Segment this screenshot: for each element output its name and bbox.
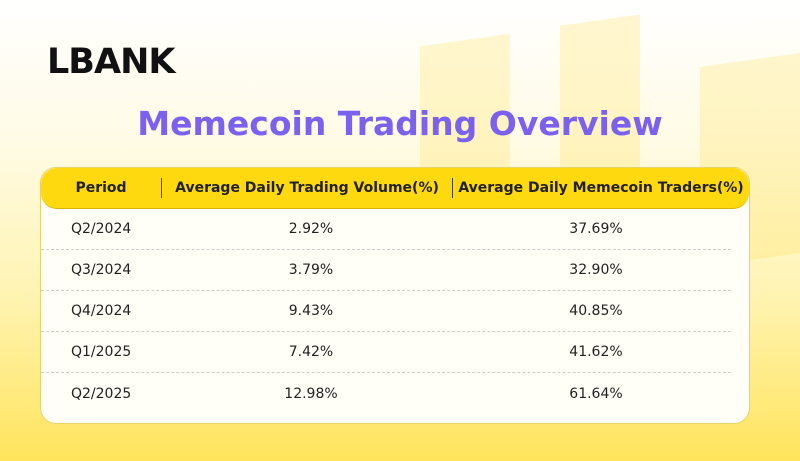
table-row: Q4/2024 9.43% 40.85% — [41, 291, 731, 332]
table-body: Q2/2024 2.92% 37.69% Q3/2024 3.79% 32.90% Q4/2… — [41, 209, 749, 414]
cell-traders: 41.62% — [569, 344, 623, 360]
cell-volume: 9.43% — [288, 303, 334, 319]
cell-traders: 61.64% — [569, 385, 623, 402]
cell-period: Q3/2024 — [71, 262, 132, 278]
table-row: Q3/2024 3.79% 32.90% — [41, 250, 731, 291]
cell-period: Q1/2025 — [71, 344, 132, 360]
cell-volume: 7.42% — [288, 344, 334, 360]
cell-traders: 37.69% — [569, 221, 623, 237]
cell-period: Q2/2025 — [71, 385, 132, 402]
cell-volume: 12.98% — [284, 385, 338, 402]
column-header-volume: Average Daily Trading Volume(%) — [175, 180, 439, 196]
table-row: Q2/2024 2.92% 37.69% — [41, 209, 731, 250]
cell-volume: 3.79% — [288, 262, 334, 278]
cell-period: Q4/2024 — [71, 303, 132, 319]
divider — [452, 178, 453, 198]
table-row: Q1/2025 7.42% 41.62% — [41, 332, 731, 373]
cell-period: Q2/2024 — [71, 221, 132, 237]
data-table: Period Average Daily Trading Volume(%) A… — [40, 167, 750, 424]
cell-volume: 2.92% — [288, 221, 334, 237]
table-row: Q2/2025 12.98% 61.64% — [41, 373, 731, 414]
cell-traders: 40.85% — [569, 303, 623, 319]
cell-traders: 32.90% — [569, 262, 623, 278]
table-header: Period Average Daily Trading Volume(%) A… — [41, 168, 749, 209]
page-title: Memecoin Trading Overview — [137, 104, 663, 143]
column-header-period: Period — [75, 180, 127, 196]
column-header-traders: Average Daily Memecoin Traders(%) — [458, 180, 744, 196]
divider — [161, 178, 162, 198]
lbank-logo: LBANK — [47, 42, 175, 82]
